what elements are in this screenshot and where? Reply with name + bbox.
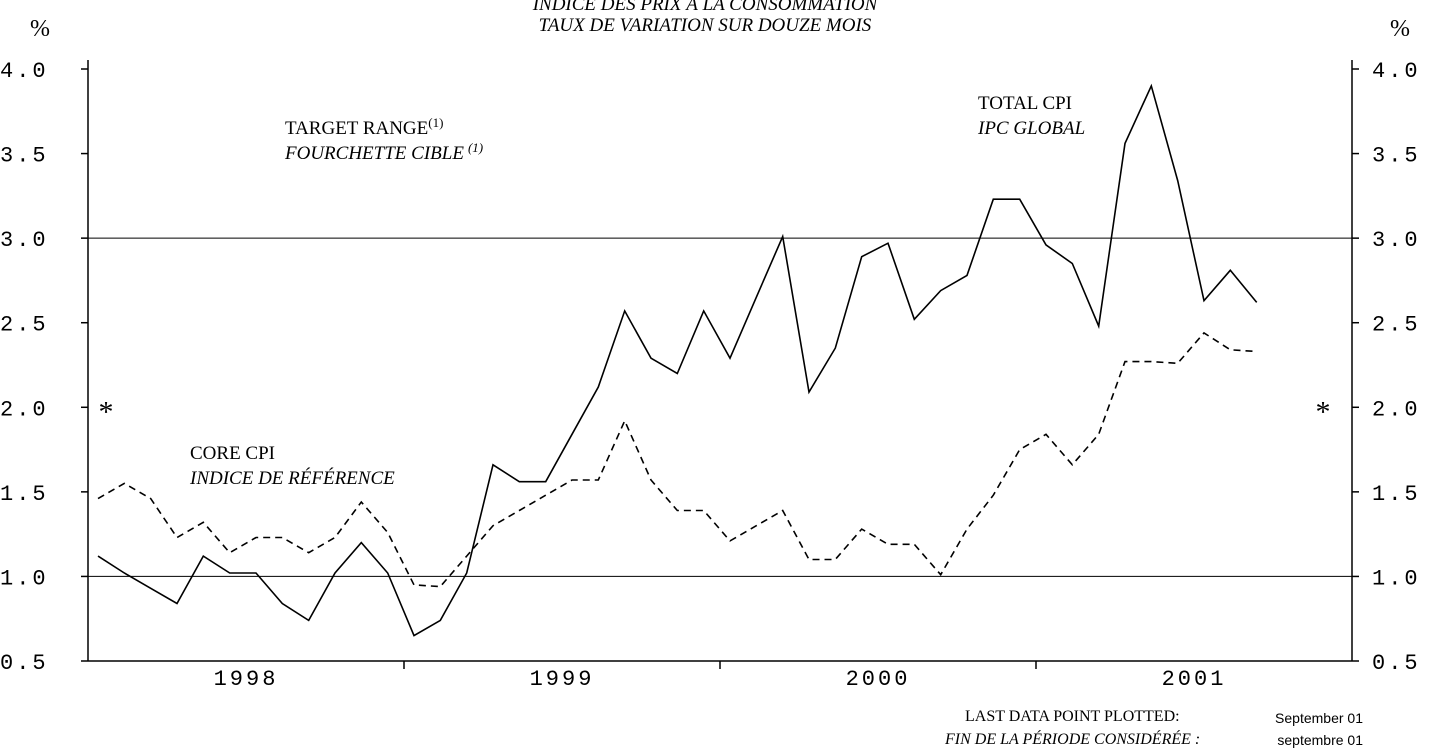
marker-left: *	[99, 395, 114, 428]
target-label: TARGET RANGE(1)	[285, 115, 443, 139]
x-tick-label: 2000	[846, 667, 911, 692]
footer-label-fr: FIN DE LA PÉRIODE CONSIDÉRÉE :	[944, 729, 1200, 748]
y-unit-left: %	[30, 16, 50, 42]
y2-tick-label: 4.0	[1372, 59, 1421, 84]
series-label-fr: IPC GLOBAL	[977, 118, 1085, 139]
y2-tick-label: 3.0	[1372, 228, 1421, 253]
footer-value-fr: septembre 01	[1277, 732, 1363, 748]
series-label: TOTAL CPI	[978, 93, 1072, 114]
y-tick-label: 3.0	[0, 228, 49, 253]
y-unit-right: %	[1390, 16, 1410, 42]
y2-tick-label: 0.5	[1372, 651, 1421, 676]
y2-tick-label: 3.5	[1372, 144, 1421, 169]
x-tick-label: 1998	[214, 667, 279, 692]
series-label-fr: INDICE DE RÉFÉRENCE	[189, 467, 395, 489]
footer-label: LAST DATA POINT PLOTTED:	[965, 708, 1180, 725]
y2-tick-label: 1.5	[1372, 482, 1421, 507]
footer-value: September 01	[1275, 710, 1363, 726]
target-note: (1)	[428, 115, 443, 130]
y-tick-label: 1.0	[0, 566, 49, 591]
chart-subtitle: TAUX DE VARIATION SUR DOUZE MOIS	[539, 15, 872, 36]
x-tick-label: 2001	[1162, 667, 1227, 692]
target-label-text: TARGET RANGE	[285, 118, 428, 139]
y-tick-label: 1.5	[0, 482, 49, 507]
series-line	[97, 83, 1258, 637]
y-tick-label: 2.5	[0, 313, 49, 338]
target-label-fr-text: FOURCHETTE CIBLE	[284, 143, 464, 164]
target-label-fr: FOURCHETTE CIBLE (1)	[284, 140, 483, 164]
y-tick-label: 2.0	[0, 397, 49, 422]
chart-title: INDICE DES PRIX À LA CONSOMMATION	[532, 0, 879, 15]
series-label: CORE CPI	[190, 443, 275, 464]
y2-tick-label: 2.0	[1372, 397, 1421, 422]
x-tick-label: 1999	[530, 667, 595, 692]
y-tick-label: 4.0	[0, 59, 49, 84]
target-note-fr: (1)	[468, 140, 483, 155]
y-tick-label: 0.5	[0, 651, 49, 676]
y-tick-label: 3.5	[0, 144, 49, 169]
y2-tick-label: 1.0	[1372, 566, 1421, 591]
y2-tick-label: 2.5	[1372, 313, 1421, 338]
marker-right: *	[1316, 395, 1331, 428]
series-line	[97, 331, 1257, 588]
